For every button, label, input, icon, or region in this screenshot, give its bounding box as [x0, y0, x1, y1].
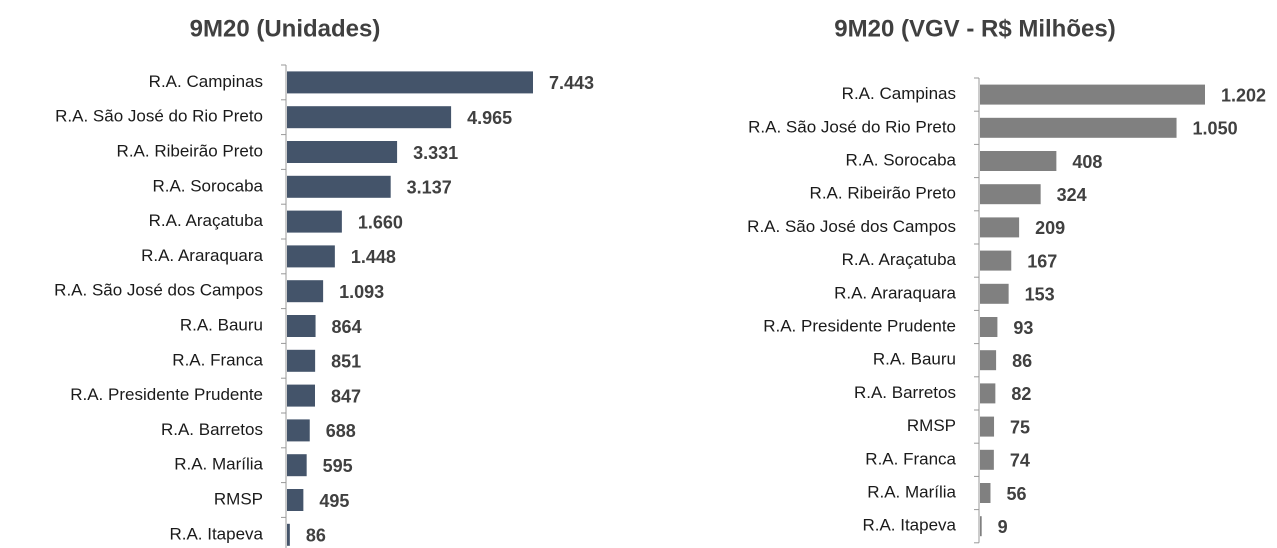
bar [980, 84, 1205, 105]
bar [980, 217, 1020, 238]
category-label: R.A. Araçatuba [149, 211, 264, 230]
category-label: RMSP [214, 489, 263, 508]
bar [287, 349, 316, 372]
category-label: R.A. Marília [867, 482, 956, 501]
category-label: R.A. São José do Rio Preto [55, 107, 263, 126]
bar [287, 175, 391, 198]
bar [287, 523, 290, 546]
value-label: 3.137 [407, 178, 452, 198]
value-label: 408 [1072, 152, 1102, 172]
chart-title: 9M20 (VGV - R$ Milhões) [834, 15, 1115, 42]
value-label: 324 [1057, 185, 1087, 205]
category-label: R.A. Franca [172, 350, 263, 369]
chart-title: 9M20 (Unidades) [190, 15, 381, 42]
value-label: 3.331 [413, 143, 458, 163]
category-label: R.A. Presidente Prudente [763, 316, 956, 335]
category-label: R.A. Bauru [873, 350, 956, 369]
value-label: 1.050 [1193, 119, 1238, 139]
category-label: R.A. Araraquara [834, 283, 956, 302]
value-label: 209 [1035, 218, 1065, 238]
category-label: R.A. São José do Rio Preto [748, 117, 956, 136]
value-label: 86 [1012, 351, 1032, 371]
value-label: 1.202 [1221, 85, 1266, 105]
bar [980, 383, 996, 404]
value-label: 167 [1027, 251, 1057, 271]
value-label: 7.443 [549, 73, 594, 93]
value-label: 86 [306, 526, 326, 546]
value-label: 75 [1010, 417, 1030, 437]
category-label: R.A. Sorocaba [152, 176, 263, 195]
value-label: 1.093 [339, 282, 384, 302]
value-label: 851 [331, 352, 361, 372]
bar [287, 315, 316, 337]
category-label: R.A. Campinas [842, 84, 956, 103]
bar [287, 71, 533, 94]
bar [980, 117, 1177, 138]
bar [980, 283, 1009, 304]
bar [287, 384, 315, 407]
bar [980, 184, 1041, 205]
category-label: R.A. São José dos Campos [54, 281, 263, 300]
category-label: R.A. São José dos Campos [747, 217, 956, 236]
category-label: R.A. Araraquara [141, 246, 263, 265]
value-label: 847 [331, 386, 361, 406]
value-label: 495 [319, 491, 349, 511]
value-label: 688 [326, 421, 356, 441]
bar [287, 106, 452, 129]
bar [287, 419, 310, 442]
bar [980, 250, 1012, 271]
bar [287, 245, 335, 268]
category-label: R.A. Presidente Prudente [70, 385, 263, 404]
bar [287, 489, 304, 511]
value-label: 153 [1025, 285, 1055, 305]
category-label: R.A. Barretos [161, 420, 263, 439]
value-label: 74 [1010, 451, 1030, 471]
category-label: R.A. Itapeva [862, 516, 956, 535]
value-label: 1.660 [358, 212, 403, 232]
bar [980, 151, 1057, 171]
bar [980, 317, 998, 337]
category-label: R.A. Ribeirão Preto [117, 141, 263, 160]
category-label: R.A. Bauru [180, 315, 263, 334]
bar [287, 210, 342, 233]
value-label: 82 [1011, 384, 1031, 404]
value-label: 1.448 [351, 247, 396, 267]
category-label: R.A. Araçatuba [842, 250, 957, 269]
bar [287, 454, 307, 477]
bar [287, 280, 324, 303]
category-label: R.A. Barretos [854, 383, 956, 402]
value-label: 56 [1006, 484, 1026, 504]
value-label: 864 [332, 317, 362, 337]
category-label: R.A. Ribeirão Preto [810, 184, 956, 203]
bar [980, 516, 982, 537]
category-label: R.A. Franca [865, 449, 956, 468]
value-label: 595 [323, 456, 353, 476]
category-label: R.A. Campinas [149, 72, 263, 91]
category-label: RMSP [907, 416, 956, 435]
bar [980, 449, 994, 470]
value-label: 9 [998, 517, 1008, 537]
bar [980, 416, 995, 437]
bar [980, 483, 991, 503]
bar [980, 350, 997, 371]
category-label: R.A. Sorocaba [845, 150, 956, 169]
bar [287, 141, 398, 163]
value-label: 4.965 [467, 108, 512, 128]
category-label: R.A. Marília [174, 455, 263, 474]
value-label: 93 [1013, 318, 1033, 338]
category-label: R.A. Itapeva [169, 524, 263, 543]
